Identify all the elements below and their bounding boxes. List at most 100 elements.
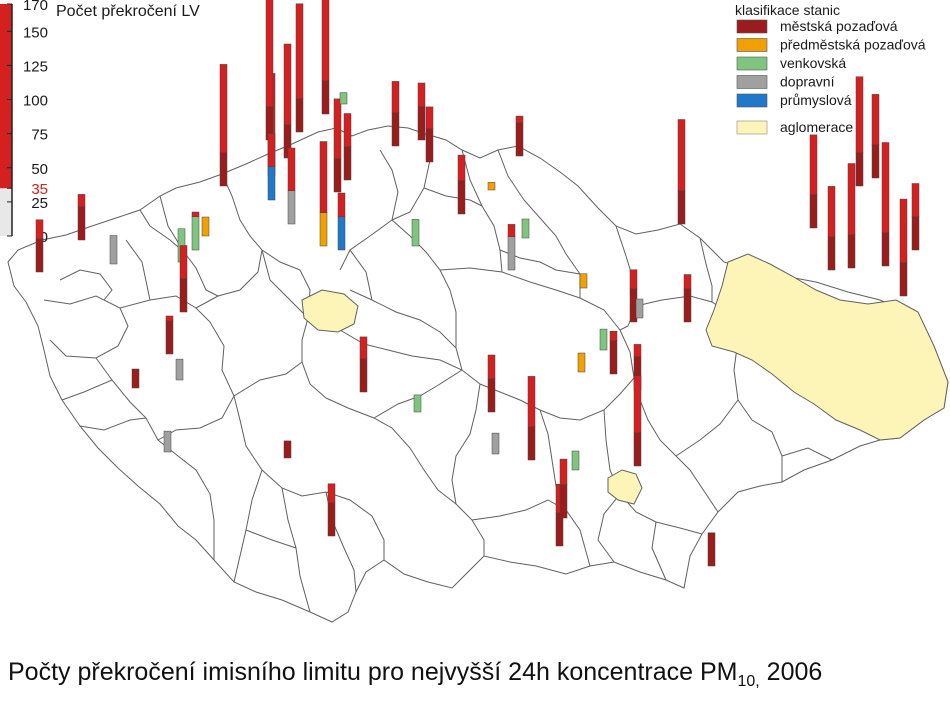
station-bar — [707, 532, 716, 567]
station-bar — [827, 186, 836, 271]
scale-above-limit — [0, 4, 12, 189]
station-bar-base — [175, 358, 184, 381]
station-bar — [201, 216, 210, 237]
station-bar-exceedance — [77, 194, 86, 207]
station-bar-exceedance — [911, 183, 920, 217]
station-bars — [35, 0, 920, 567]
station-bar-exceedance — [871, 94, 880, 145]
station-bar — [109, 235, 118, 265]
station-bar-base — [487, 182, 496, 191]
agglomeration-areas — [301, 253, 949, 505]
station-bar-base — [287, 190, 296, 225]
station-bar-exceedance — [457, 154, 466, 182]
scale-tick-label: 100 — [23, 93, 48, 110]
scale-tick-label: 0 — [40, 229, 48, 246]
station-bar-exceedance — [677, 119, 686, 191]
station-bar — [609, 331, 618, 375]
scale-tick-label: 125 — [23, 58, 48, 75]
station-bar-base — [343, 146, 352, 181]
station-bar — [411, 219, 420, 247]
station-bar-base — [559, 484, 568, 519]
station-bar-base — [319, 212, 328, 247]
station-bar-base — [425, 128, 434, 163]
station-bar — [577, 352, 586, 373]
station-bar — [599, 328, 608, 351]
station-bar — [359, 336, 368, 393]
station-bar-base — [633, 432, 642, 467]
station-bar-exceedance — [319, 141, 328, 213]
legend-title: klasifikace stanic — [735, 2, 840, 18]
station-bar-base — [491, 432, 500, 455]
station-bar-exceedance — [391, 81, 400, 114]
station-bar — [487, 354, 496, 413]
legend-swatch — [736, 56, 768, 71]
station-bar — [179, 245, 188, 313]
station-bar — [219, 64, 228, 187]
station-bar — [633, 375, 642, 467]
station-bar — [283, 43, 292, 159]
station-bar-base — [327, 502, 336, 537]
station-bar — [333, 98, 342, 193]
scale-below-limit — [0, 188, 12, 236]
station-bar — [579, 273, 588, 289]
station-bar — [847, 163, 856, 269]
station-bar-base — [165, 320, 174, 355]
station-bar-exceedance — [295, 3, 304, 99]
station-bar — [267, 133, 276, 201]
station-bar-exceedance — [165, 315, 174, 321]
station-bar-exceedance — [337, 192, 346, 217]
station-bar-exceedance — [855, 76, 864, 153]
station-bar — [635, 298, 644, 319]
station-bar-base — [809, 194, 818, 229]
station-bar — [677, 119, 686, 225]
station-bar-base — [337, 216, 346, 251]
station-bar-exceedance — [507, 224, 516, 237]
station-bar-base — [599, 328, 608, 351]
legend-swatch — [736, 19, 768, 34]
legend-agglomeration-label: aglomerace — [780, 119, 853, 135]
station-bar-base — [413, 394, 422, 413]
station-bar-base — [77, 206, 86, 241]
station-bar-exceedance — [629, 269, 638, 289]
station-bar — [491, 432, 500, 455]
station-bar-base — [609, 340, 618, 375]
station-bar-base — [163, 430, 172, 453]
station-bar-exceedance — [359, 336, 368, 359]
legend-item-label: městská pozaďová — [780, 18, 898, 34]
station-bar-base — [677, 190, 686, 225]
station-bar-base — [179, 278, 188, 313]
station-bar — [265, 0, 274, 141]
scale-tick-label: 35 — [31, 181, 48, 198]
station-bar — [413, 394, 422, 413]
station-bar-exceedance — [425, 106, 434, 130]
station-bar — [881, 142, 890, 267]
station-bar-exceedance — [847, 163, 856, 235]
station-bar-base — [391, 112, 400, 147]
station-bar — [283, 440, 292, 459]
station-bar — [295, 3, 304, 133]
station-bar-base — [219, 152, 228, 187]
station-bar — [911, 183, 920, 251]
station-bar — [809, 134, 818, 229]
station-bar-base — [871, 144, 880, 179]
station-bar — [319, 141, 328, 247]
station-bar — [337, 192, 346, 251]
station-bar-base — [201, 216, 210, 237]
station-bar-base — [577, 352, 586, 373]
legend-swatch — [736, 75, 768, 89]
station-bar-exceedance — [487, 354, 496, 379]
station-bar-exceedance — [609, 331, 618, 341]
station-bar-base — [881, 232, 890, 267]
station-bar — [163, 430, 172, 453]
station-bar-exceedance — [327, 483, 336, 503]
caption-sub: 10, — [737, 673, 760, 690]
station-bar-exceedance — [881, 142, 890, 233]
station-bar-base — [515, 122, 524, 157]
station-bar — [131, 368, 140, 389]
station-bar-base — [571, 450, 580, 471]
station-bar — [175, 358, 184, 381]
legend-swatch — [736, 93, 768, 108]
station-bar-base — [911, 216, 920, 251]
